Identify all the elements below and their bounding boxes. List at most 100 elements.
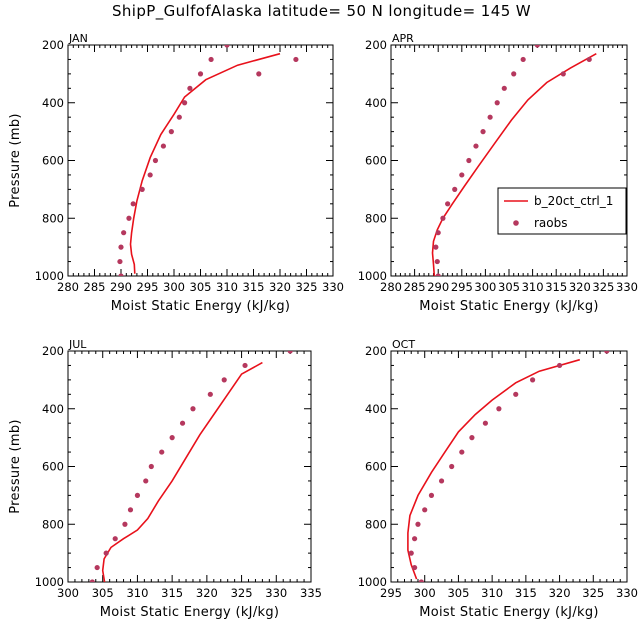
raobs-point (134, 492, 141, 498)
x-axis-label: Moist Static Energy (kJ/kg) (419, 299, 599, 314)
series-line-model (407, 358, 581, 580)
series-group (89, 351, 293, 582)
x-tick-label: 310 (522, 280, 544, 294)
y-tick-label: 400 (365, 96, 387, 110)
raobs-point (418, 579, 424, 582)
raobs-point (511, 71, 517, 77)
series-group (117, 45, 299, 276)
y-axis-label: Pressure (mb) (8, 113, 23, 208)
raobs-point (480, 129, 486, 135)
x-tick-label: 320 (196, 586, 218, 600)
raobs-point (187, 85, 193, 91)
raobs-point (434, 258, 440, 265)
panel-label: JAN (68, 32, 88, 45)
x-tick-label: 305 (190, 280, 212, 294)
raobs-point (143, 478, 149, 484)
y-tick-label: 1000 (358, 575, 387, 589)
y-tick-label: 1000 (358, 269, 387, 283)
series-line-model (129, 52, 281, 274)
raobs-point (466, 157, 472, 164)
x-tick-label: 285 (404, 280, 426, 294)
x-tick-label: 300 (474, 280, 496, 294)
raobs-point (94, 564, 100, 571)
raobs-point (118, 273, 124, 276)
raobs-point (103, 550, 109, 556)
raobs-point (501, 85, 507, 91)
panel-apr: APR 280 285 290 295 300 305 310 315 320 325 330 200 4… (358, 32, 638, 314)
x-tick-label: 305 (498, 280, 520, 294)
y-tick-label: 200 (365, 344, 387, 358)
y-tick-label: 400 (42, 96, 64, 110)
panel-label: APR (392, 32, 414, 45)
x-tick-label: 295 (137, 280, 159, 294)
raobs-point (176, 114, 182, 120)
raobs-point (152, 157, 159, 164)
x-tick-label: 315 (243, 280, 265, 294)
x-tick-label: 310 (126, 586, 148, 600)
figure-title: ShipP_GulfofAlaska latitude= 50 N longit… (111, 2, 532, 20)
panel-oct: OCT 295 300 305 310 315 320 325 330 200 400 600 800 1… (358, 338, 638, 620)
raobs-point (556, 362, 563, 369)
raobs-point (117, 258, 123, 265)
raobs-point (449, 463, 455, 470)
panel-jan: JAN 280 285 290 295 300 305 310 315 320 325 330 200 4… (8, 32, 344, 314)
raobs-point (256, 71, 262, 77)
y-tick-label: 600 (42, 460, 64, 474)
raobs-point (293, 56, 299, 63)
raobs-point (520, 56, 526, 63)
x-tick-label: 325 (582, 586, 604, 600)
raobs-point (190, 406, 196, 412)
y-tick-label: 200 (42, 344, 64, 358)
raobs-point (440, 215, 446, 221)
raobs-point (148, 463, 154, 470)
raobs-point (168, 129, 174, 135)
raobs-point (160, 143, 166, 149)
y-tick-label: 200 (365, 38, 387, 52)
y-tick-label: 1000 (35, 575, 64, 589)
raobs-point (445, 201, 451, 207)
raobs-point (126, 215, 132, 221)
raobs-point (469, 435, 475, 441)
x-tick-label: 295 (451, 280, 473, 294)
raobs-point (560, 71, 566, 77)
series-line-model (101, 361, 263, 582)
x-tick-label: 315 (545, 280, 567, 294)
y-tick-label: 600 (42, 154, 64, 168)
raobs-point (496, 406, 502, 412)
x-tick-label: 320 (549, 586, 571, 600)
raobs-point (118, 244, 124, 250)
y-tick-label: 800 (42, 517, 64, 531)
raobs-point (452, 186, 458, 192)
x-tick-label: 325 (592, 280, 614, 294)
series-group (431, 45, 597, 276)
raobs-point (435, 273, 441, 276)
x-axis-label: Moist Static Energy (kJ/kg) (419, 605, 599, 620)
x-tick-label: 280 (380, 280, 402, 294)
raobs-point (147, 172, 153, 178)
legend-label: raobs (534, 216, 568, 230)
panel-label: OCT (392, 338, 415, 351)
raobs-point (130, 201, 136, 207)
raobs-point (182, 100, 188, 106)
raobs-point (473, 143, 479, 149)
raobs-point (482, 420, 488, 426)
x-tick-label: 305 (447, 586, 469, 600)
raobs-point (121, 230, 127, 236)
raobs-point (122, 521, 128, 527)
raobs-point (412, 564, 418, 571)
x-tick-label: 300 (414, 586, 436, 600)
x-tick-label: 335 (300, 586, 322, 600)
x-tick-label: 320 (269, 280, 291, 294)
x-tick-label: 310 (481, 586, 503, 600)
x-axis-label: Moist Static Energy (kJ/kg) (111, 299, 291, 314)
raobs-point (459, 172, 465, 178)
legend-label: b_20ct_ctrl_1 (534, 194, 613, 208)
y-tick-label: 1000 (35, 269, 64, 283)
raobs-point (438, 478, 445, 484)
x-tick-label: 295 (380, 586, 402, 600)
raobs-point (435, 230, 441, 236)
raobs-point (408, 550, 414, 556)
